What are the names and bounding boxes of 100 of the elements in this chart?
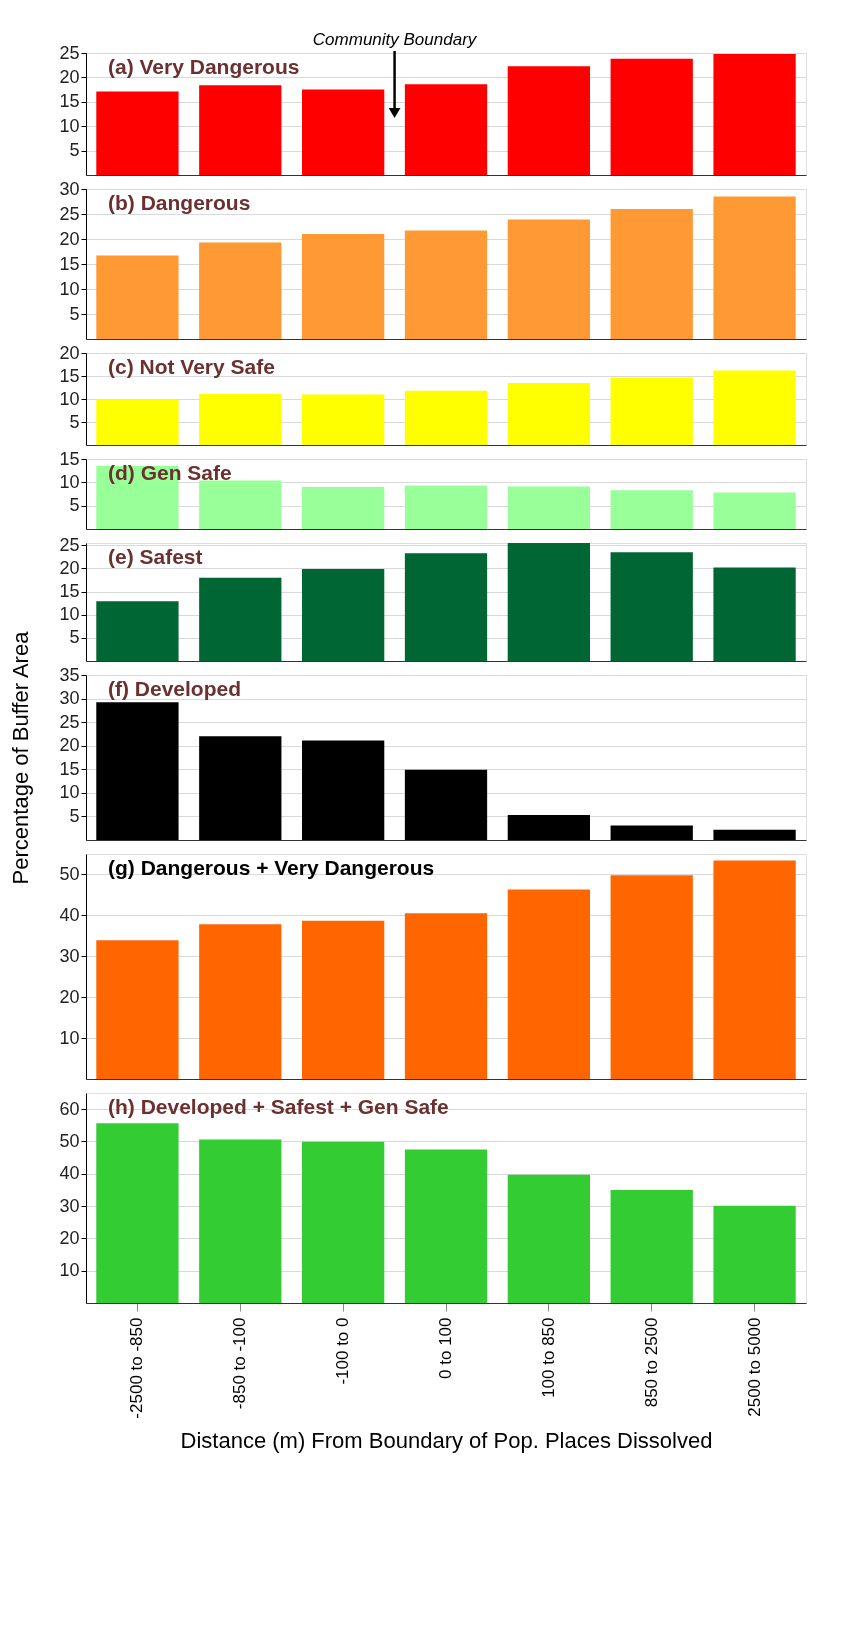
x-tick-label: -2500 to -850 xyxy=(127,1317,147,1419)
bar xyxy=(404,230,488,339)
chart-title: (e) Safest xyxy=(108,545,203,568)
y-tick-label: 20 xyxy=(59,1227,80,1248)
bar xyxy=(96,399,179,445)
y-tick-label: 25 xyxy=(59,203,80,224)
y-tick-label: 15 xyxy=(59,365,80,386)
y-tick-label: 10 xyxy=(59,471,80,492)
bar xyxy=(507,1174,590,1303)
chart-title: (c) Not Very Safe xyxy=(108,355,275,378)
y-tick-label: 10 xyxy=(59,115,80,136)
y-tick-label: 30 xyxy=(59,1195,80,1216)
y-tick-label: 35 xyxy=(59,664,80,685)
bar xyxy=(404,390,488,445)
chart-title: (d) Gen Safe xyxy=(108,461,232,484)
bar xyxy=(713,567,796,661)
bar xyxy=(713,1205,796,1303)
bar xyxy=(302,394,385,445)
chart-title: (f) Developed xyxy=(108,677,242,700)
y-tick-label: 15 xyxy=(59,758,80,779)
y-tick-label: 25 xyxy=(59,42,80,63)
y-tick-label: 10 xyxy=(59,1260,80,1281)
x-tick-label: 0 to 100 xyxy=(436,1317,455,1379)
bar xyxy=(507,815,590,840)
y-tick-label: 60 xyxy=(59,1098,80,1119)
text: Community Boundary xyxy=(312,30,478,49)
y-tick-label: 20 xyxy=(59,557,80,578)
bar xyxy=(96,466,179,529)
y-tick-label: 20 xyxy=(59,228,80,249)
y-tick-label: 30 xyxy=(59,688,80,709)
y-tick-label: 5 xyxy=(69,411,80,432)
bar xyxy=(713,370,796,445)
bar xyxy=(302,234,385,339)
bar xyxy=(199,85,282,175)
bar xyxy=(507,889,590,1079)
bar xyxy=(404,485,488,529)
bar xyxy=(404,1149,488,1303)
bar xyxy=(713,492,796,529)
bar xyxy=(199,1139,282,1303)
bar xyxy=(507,66,590,175)
y-tick-label: 30 xyxy=(59,178,80,199)
chart-title: (a) Very Dangerous xyxy=(108,55,300,78)
chart-title: (h) Developed + Safest + Gen Safe xyxy=(108,1095,449,1118)
bar xyxy=(507,382,590,445)
bar xyxy=(713,860,796,1079)
bar xyxy=(199,393,282,445)
y-tick-label: 10 xyxy=(59,604,80,625)
bar xyxy=(610,490,693,529)
bar xyxy=(96,255,179,339)
y-tick-label: 15 xyxy=(59,448,80,469)
chart-title: (b) Dangerous xyxy=(108,191,251,214)
chart-title: (g) Dangerous + Very Dangerous xyxy=(108,856,435,879)
x-tick-label: -100 to 0 xyxy=(333,1317,353,1385)
y-tick-label: 20 xyxy=(59,735,80,756)
bar xyxy=(96,601,179,661)
bar xyxy=(507,219,590,339)
y-tick-label: 15 xyxy=(59,253,80,274)
bar xyxy=(610,552,693,661)
bar xyxy=(302,568,385,661)
x-tick-label: -850 to -100 xyxy=(230,1317,250,1410)
x-tick-label: 850 to 2500 xyxy=(641,1317,661,1408)
bar xyxy=(610,377,693,445)
bar xyxy=(404,553,488,661)
y-tick-label: 15 xyxy=(59,581,80,602)
y-tick-label: 10 xyxy=(59,388,80,409)
y-tick-label: 5 xyxy=(69,805,80,826)
bar xyxy=(199,736,282,840)
y-tick-label: 40 xyxy=(59,1163,80,1184)
y-tick-label: 15 xyxy=(59,91,80,112)
bar xyxy=(199,577,282,661)
bar xyxy=(610,58,693,175)
y-tick-label: 5 xyxy=(69,140,80,161)
bar xyxy=(96,1123,179,1303)
bar xyxy=(713,53,796,175)
bar xyxy=(96,702,179,840)
y-tick-label: 50 xyxy=(59,863,80,884)
bar xyxy=(404,913,488,1079)
bar xyxy=(302,487,385,529)
bar xyxy=(96,940,179,1079)
y-tick-label: 40 xyxy=(59,904,80,925)
bar xyxy=(610,875,693,1079)
bar xyxy=(302,740,385,840)
y-tick-label: 50 xyxy=(59,1130,80,1151)
bar xyxy=(404,84,488,175)
y-tick-label: 25 xyxy=(59,534,80,555)
y-axis-title: Percentage of Buffer Area xyxy=(7,630,33,885)
bar xyxy=(507,543,590,661)
y-tick-label: 5 xyxy=(69,303,80,324)
y-tick-label: 30 xyxy=(59,945,80,966)
y-tick-label: 5 xyxy=(69,627,80,648)
bar xyxy=(507,486,590,529)
bar xyxy=(713,829,796,840)
bar xyxy=(404,769,488,840)
y-tick-label: 10 xyxy=(59,1027,80,1048)
y-tick-label: 10 xyxy=(59,782,80,803)
x-tick-label: 100 to 850 xyxy=(538,1317,558,1398)
y-tick-label: 5 xyxy=(69,495,80,516)
bar xyxy=(199,480,282,529)
y-tick-label: 20 xyxy=(59,342,80,363)
bar xyxy=(610,1189,693,1303)
